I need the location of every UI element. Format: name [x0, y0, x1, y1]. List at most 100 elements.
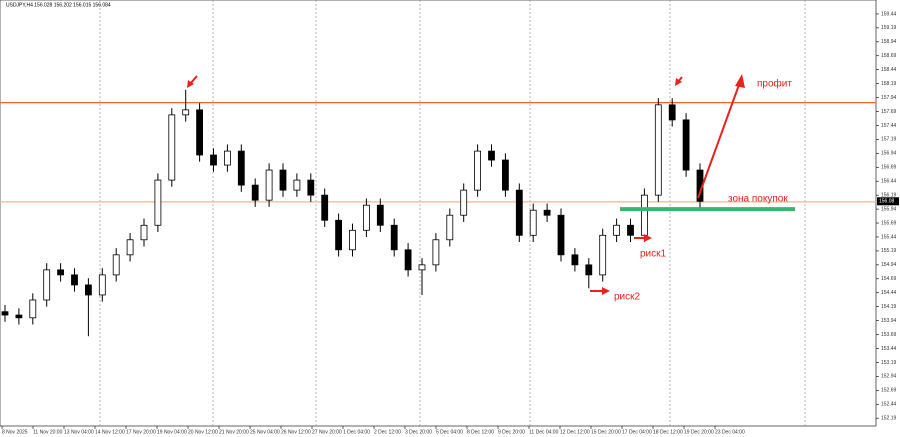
y-tick-label: 154.94: [881, 262, 897, 268]
x-tick-label: 15 Dec 20:00: [591, 429, 621, 435]
y-tick-label: 154.19: [881, 304, 897, 310]
x-tick-label: 17 Nov 20:00: [126, 429, 156, 435]
candle-body: [376, 204, 384, 226]
buy-zone-label: зона покупок: [728, 194, 788, 205]
x-tick-label: 5 Dec 04:00: [436, 429, 463, 435]
candle-body: [57, 269, 64, 276]
y-tick-label: 158.44: [881, 67, 897, 73]
candle-body: [237, 150, 245, 186]
candle-body: [29, 299, 37, 319]
y-tick-label: 157.19: [881, 137, 897, 143]
y-tick-label: 156.19: [881, 192, 897, 198]
x-tick-label: 19 Nov 04:00: [157, 429, 187, 435]
candle-body: [529, 209, 537, 236]
candle-body: [543, 209, 551, 216]
candle-body: [15, 314, 23, 319]
candle-body: [515, 189, 523, 236]
x-tick-label: 18 Dec 12:00: [653, 429, 683, 435]
candle-body: [654, 104, 662, 196]
candle-body: [154, 179, 162, 226]
candle-body: [321, 194, 329, 221]
header: USDJPY,H4 156.028 156.202 156.015 156.08…: [6, 2, 111, 8]
candle-body: [585, 264, 593, 276]
candle-body: [210, 154, 217, 166]
x-tick-label: 23 Dec 04:00: [715, 429, 745, 435]
y-tick-label: 152.44: [881, 402, 897, 408]
x-tick-label: 13 Nov 04:00: [64, 429, 94, 435]
y-tick-label: 156.69: [881, 165, 897, 171]
candle-body: [126, 239, 134, 256]
y-tick-label: 152.19: [881, 416, 897, 422]
y-tick-label: 155.19: [881, 248, 897, 254]
x-tick-label: 25 Nov 04:00: [250, 429, 280, 435]
y-tick-label: 155.94: [881, 206, 897, 212]
x-tick-label: 14 Nov 12:00: [95, 429, 125, 435]
plot-frame: [0, 0, 877, 427]
candle-body: [265, 169, 273, 201]
y-tick-label: 153.44: [881, 346, 897, 352]
candle-body: [71, 274, 78, 286]
x-tick-label: 3 Dec 20:00: [405, 429, 432, 435]
candle-body: [557, 214, 565, 256]
candle-body: [668, 104, 676, 121]
y-tick-label: 155.69: [881, 220, 897, 226]
y-tick-label: 152.94: [881, 374, 897, 380]
x-tick-label: 12 Dec 12:00: [560, 429, 590, 435]
candle-body: [627, 224, 634, 236]
y-tick-label: 155.44: [881, 234, 897, 240]
candle-body: [599, 234, 607, 276]
annotation-profit: профит: [757, 78, 792, 90]
candle-body: [390, 224, 398, 251]
y-tick-label: 152.69: [881, 388, 897, 394]
x-tick-label: 20 Nov 12:00: [188, 429, 218, 435]
candle-body: [43, 269, 51, 301]
candle-body: [168, 114, 176, 181]
candle-body: [85, 284, 92, 296]
y-tick-label: 157.44: [881, 123, 897, 129]
candle-body: [446, 214, 454, 241]
candle-body: [279, 169, 287, 191]
x-tick-label: 19 Dec 20:00: [684, 429, 714, 435]
candle-body: [362, 204, 370, 231]
candle-body: [293, 179, 301, 191]
y-tick-label: 156.44: [881, 179, 897, 185]
y-tick-label: 158.69: [881, 53, 897, 59]
x-tick-label: 17 Dec 04:00: [622, 429, 652, 435]
current-price-box: [877, 197, 899, 206]
x-tick-label: 8 Dec 12:00: [467, 429, 494, 435]
candle-body: [418, 264, 426, 271]
candle-body: [182, 109, 190, 116]
y-tick-label: 159.44: [881, 11, 897, 17]
candle-body: [251, 184, 259, 201]
annotation-risk1: риск1: [640, 249, 667, 260]
x-tick-label: 1 Dec 04:00: [343, 429, 370, 435]
x-tick-label: 11 Dec 04:00: [529, 429, 559, 435]
annotation-risk2: риск2: [614, 292, 641, 303]
candle-body: [1, 311, 9, 316]
candle-body: [98, 274, 106, 296]
y-tick-label: 154.69: [881, 276, 897, 282]
x-tick-label: 26 Nov 12:00: [281, 429, 311, 435]
y-tick-label: 153.19: [881, 360, 897, 366]
candle-body: [474, 150, 482, 191]
candle-body: [460, 189, 468, 216]
candle-body: [641, 194, 648, 236]
y-tick-label: 158.19: [881, 81, 897, 87]
y-tick-label: 153.94: [881, 318, 897, 324]
x-tick-label: 8 Nov 2025: [2, 429, 28, 435]
candle-body: [432, 239, 440, 266]
annotation-arrows: [187, 74, 745, 295]
y-tick-label: 153.69: [881, 332, 897, 338]
x-tick-label: 2 Dec 12:00: [374, 429, 401, 435]
candle-body: [488, 150, 495, 161]
candle-body: [223, 150, 231, 166]
candle-body: [140, 224, 148, 241]
y-tick-label: 159.19: [881, 25, 897, 31]
current-price-label: 156.08: [879, 199, 895, 205]
candle-body: [349, 229, 356, 251]
x-tick-label: 27 Nov 20:00: [312, 429, 342, 435]
x-tick-label: 11 Nov 20:00: [33, 429, 63, 435]
candle-body: [571, 254, 579, 266]
y-tick-label: 156.94: [881, 151, 897, 157]
candle-body: [682, 119, 690, 171]
